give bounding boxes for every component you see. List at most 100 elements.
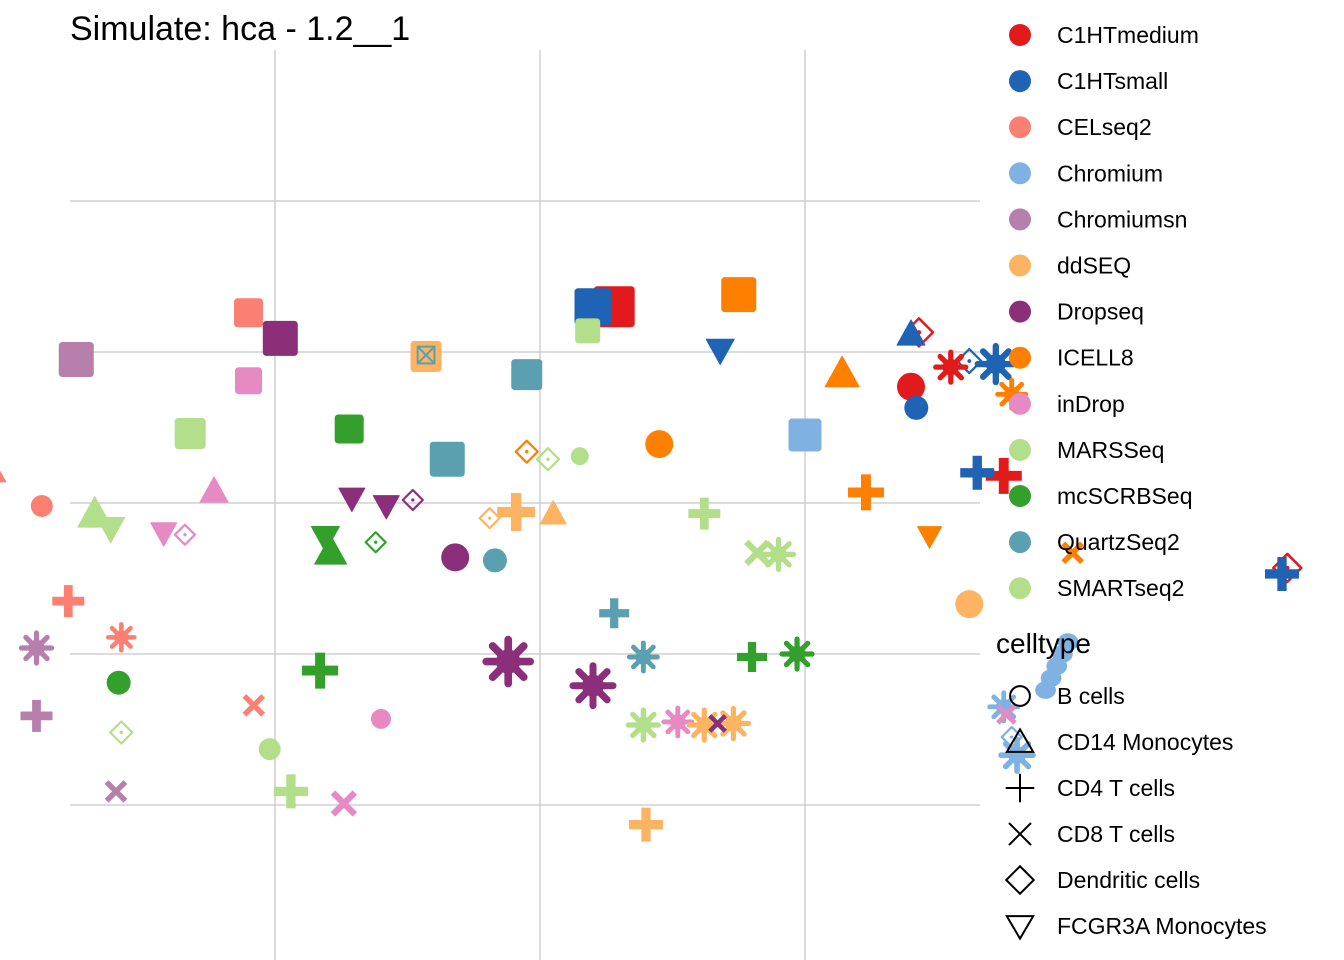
- legend-shape-symbol: [1005, 915, 1035, 941]
- legend-color-swatch: [1009, 24, 1031, 46]
- data-point: [150, 522, 178, 547]
- data-point: [106, 622, 137, 653]
- legend-color-label: ddSEQ: [1057, 253, 1131, 279]
- legend-color-swatch: [1009, 300, 1031, 323]
- data-point: [174, 418, 206, 450]
- legend-color-swatch: [1009, 485, 1031, 507]
- data-point: [104, 780, 128, 803]
- data-point: [96, 516, 126, 544]
- data-point: [372, 495, 400, 520]
- grid: [70, 50, 980, 960]
- data-point: [661, 705, 695, 739]
- legend-color-label: ICELL8: [1057, 345, 1134, 371]
- legend-shape-symbol: [1005, 727, 1035, 753]
- data-point: [20, 699, 53, 732]
- legend-color-label: inDrop: [1057, 391, 1125, 417]
- legend-shape-label: Dendritic cells: [1057, 867, 1200, 893]
- data-point: [625, 707, 661, 743]
- legend-shape-symbol: [1005, 773, 1035, 803]
- data-point: [779, 636, 815, 672]
- legend-color-label: MARSSeq: [1057, 437, 1164, 463]
- legend-color-swatch: [1009, 116, 1031, 139]
- data-point: [535, 447, 561, 472]
- data-point: [1265, 556, 1299, 591]
- data-point: [514, 439, 539, 464]
- data-point: [960, 455, 995, 490]
- data-point: [429, 441, 465, 477]
- data-point: [30, 495, 53, 518]
- data-point: [52, 585, 85, 618]
- data-point: [199, 476, 229, 503]
- data-point: [904, 395, 929, 420]
- data-point: [708, 714, 727, 733]
- legend-shape-label: CD4 T cells: [1057, 775, 1175, 801]
- legend-color-swatch: [1009, 392, 1031, 415]
- legend-color-label: Dropseq: [1057, 299, 1144, 325]
- data-point: [974, 342, 1017, 386]
- data-point: [955, 590, 984, 619]
- data-point: [258, 738, 281, 761]
- legend-shape-label: CD14 Monocytes: [1057, 729, 1233, 755]
- data-point: [314, 534, 348, 565]
- data-point: [539, 500, 567, 525]
- legend-color-swatch: [1009, 254, 1031, 277]
- legend-color-swatch: [1009, 208, 1031, 231]
- data-point: [371, 708, 391, 729]
- data-point: [511, 359, 543, 391]
- data-point: [847, 474, 884, 511]
- data-point: [482, 635, 535, 688]
- data-point: [688, 497, 721, 530]
- data-point: [645, 430, 674, 459]
- data-point: [364, 531, 387, 554]
- data-point: [109, 720, 134, 745]
- data-point: [401, 488, 424, 512]
- data-point: [338, 487, 366, 512]
- legend-color-label: QuartzSeq2: [1057, 529, 1180, 555]
- data-point: [18, 630, 55, 666]
- data-point: [721, 277, 757, 313]
- data-point: [744, 539, 771, 566]
- data-point: [998, 736, 1036, 774]
- data-point: [0, 470, 7, 483]
- legend-color-swatch: [1009, 531, 1031, 554]
- data-point: [996, 704, 1017, 725]
- data-point: [897, 372, 925, 401]
- legend-color-swatch: [1009, 346, 1031, 369]
- data-point: [173, 523, 196, 546]
- data-point: [737, 642, 767, 673]
- data-point: [824, 355, 860, 388]
- data-point: [234, 298, 263, 328]
- data-point: [705, 338, 735, 365]
- legend-color-label: CELseq2: [1057, 114, 1152, 140]
- legend-color-label: Chromium: [1057, 160, 1163, 186]
- data-point: [788, 418, 822, 452]
- data-point: [626, 640, 660, 674]
- legend-shape-symbol: [1009, 685, 1031, 707]
- data-points: [0, 277, 1303, 842]
- data-point: [933, 349, 969, 385]
- data-point: [917, 526, 943, 549]
- data-point: [273, 774, 308, 809]
- legend-color-label: mcSCRBSeq: [1057, 483, 1192, 509]
- data-point: [1061, 541, 1084, 565]
- legend-color-swatch: [1009, 438, 1031, 461]
- legend-color-label: SMARTseq2: [1057, 575, 1184, 601]
- data-point: [242, 694, 266, 717]
- data-point: [896, 319, 926, 346]
- legend: C1HTmedium C1HTsmall CELseq2 Chromium Chromi…: [996, 22, 1267, 941]
- data-point: [441, 543, 470, 572]
- data-point: [302, 652, 339, 689]
- legend-color-swatch: [1009, 70, 1031, 93]
- data-point: [570, 447, 589, 466]
- data-point: [416, 345, 436, 365]
- data-point: [235, 367, 262, 395]
- data-point: [629, 807, 663, 842]
- data-point: [58, 342, 94, 378]
- data-point: [330, 790, 358, 817]
- legend-shape-label: CD8 T cells: [1057, 821, 1175, 847]
- data-point: [497, 493, 536, 532]
- legend-shape-symbol: [1008, 822, 1032, 846]
- legend-shape-label: B cells: [1057, 683, 1125, 709]
- legend-color-label: C1HTsmall: [1057, 68, 1168, 94]
